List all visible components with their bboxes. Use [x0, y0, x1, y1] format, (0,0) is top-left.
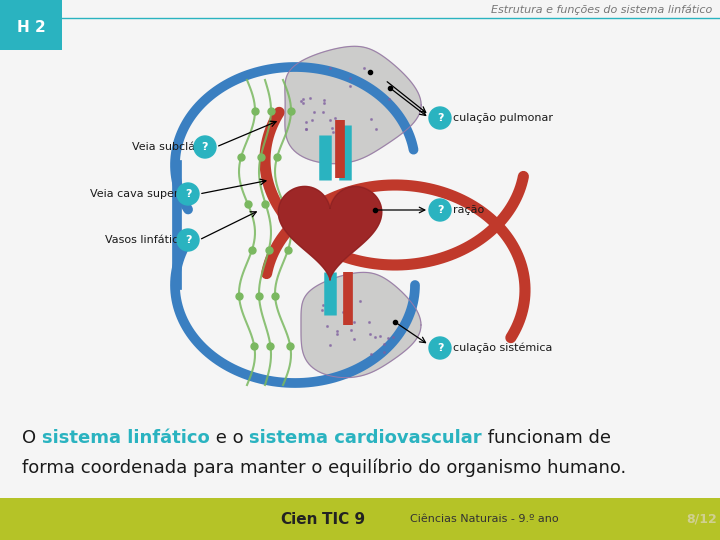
Circle shape — [194, 136, 216, 158]
Text: H 2: H 2 — [17, 21, 45, 36]
Text: 8/12: 8/12 — [687, 512, 717, 525]
Circle shape — [429, 199, 451, 221]
Text: culação sistémica: culação sistémica — [453, 343, 552, 353]
Text: ?: ? — [185, 189, 192, 199]
Circle shape — [429, 337, 451, 359]
Text: ?: ? — [437, 343, 444, 353]
Text: Veia subclá: Veia subclá — [132, 142, 195, 152]
Text: Veia cava super: Veia cava super — [89, 189, 178, 199]
Circle shape — [429, 107, 451, 129]
Text: sistema cardiovascular: sistema cardiovascular — [249, 429, 482, 447]
Polygon shape — [301, 272, 421, 377]
Text: forma coordenada para manter o equilíbrio do organismo humano.: forma coordenada para manter o equilíbri… — [22, 459, 626, 477]
Text: ?: ? — [202, 142, 208, 152]
Text: Ciências Naturais - 9.º ano: Ciências Naturais - 9.º ano — [410, 514, 559, 524]
Polygon shape — [285, 46, 421, 164]
FancyBboxPatch shape — [0, 498, 720, 540]
Text: ração: ração — [453, 205, 485, 215]
Polygon shape — [301, 272, 421, 377]
FancyBboxPatch shape — [0, 0, 62, 50]
Text: ?: ? — [437, 113, 444, 123]
Text: Cien: Cien — [281, 511, 318, 526]
Text: sistema linfático: sistema linfático — [42, 429, 210, 447]
Text: ?: ? — [185, 235, 192, 245]
Text: funcionam de: funcionam de — [482, 429, 611, 447]
Polygon shape — [285, 46, 421, 164]
Text: O: O — [22, 429, 42, 447]
Circle shape — [177, 183, 199, 205]
Text: TIC 9: TIC 9 — [322, 511, 365, 526]
Text: culação pulmonar: culação pulmonar — [453, 113, 553, 123]
Circle shape — [177, 229, 199, 251]
Text: Estrutura e funções do sistema linfático: Estrutura e funções do sistema linfático — [491, 5, 712, 15]
Polygon shape — [278, 186, 382, 280]
Polygon shape — [278, 186, 382, 280]
Text: Vasos linfátic: Vasos linfátic — [104, 235, 178, 245]
Text: e o: e o — [210, 429, 249, 447]
Text: ?: ? — [437, 205, 444, 215]
